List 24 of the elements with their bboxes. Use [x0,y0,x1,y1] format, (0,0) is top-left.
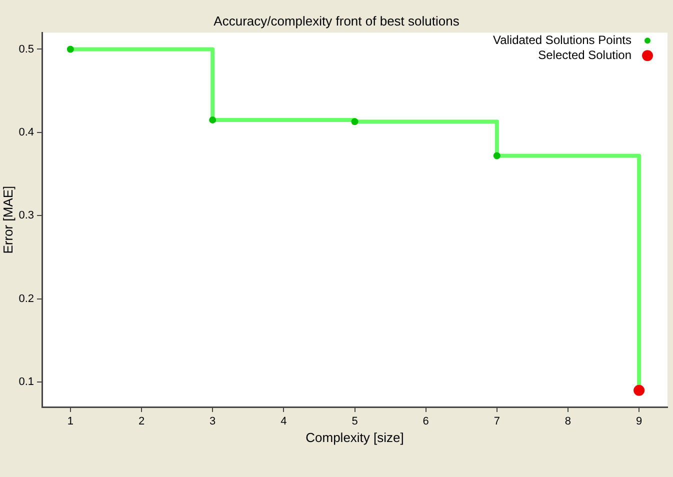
legend-label: Selected Solution [538,48,632,62]
chart-title: Accuracy/complexity front of best solutions [214,13,460,28]
y-tick-label: 0.5 [18,43,34,56]
x-tick-label: 4 [280,416,287,428]
x-tick-label: 3 [210,416,216,428]
point [209,116,216,124]
x-tick-label: 8 [564,416,572,428]
y-axis-title: Error [MAE] [0,186,16,254]
x-axis-title: Complexity [size] [306,430,404,445]
y-tick-label: 0.4 [18,126,34,138]
x-tick-label: 6 [422,416,429,428]
y-tick-label: 0.1 [18,376,34,388]
point [634,384,645,396]
point [66,46,74,53]
y-tick-label: 0.3 [18,210,34,222]
point [493,152,500,160]
point [351,118,358,126]
x-tick-label: 7 [494,416,500,428]
y-tick-label: 0.2 [18,292,34,305]
x-tick-label: 2 [138,416,145,428]
x-tick-label: 9 [636,416,642,428]
legend-label: Validated Solutions Points [492,32,632,47]
x-tick-label: 5 [352,416,358,428]
x-tick-label: 1 [67,416,74,428]
